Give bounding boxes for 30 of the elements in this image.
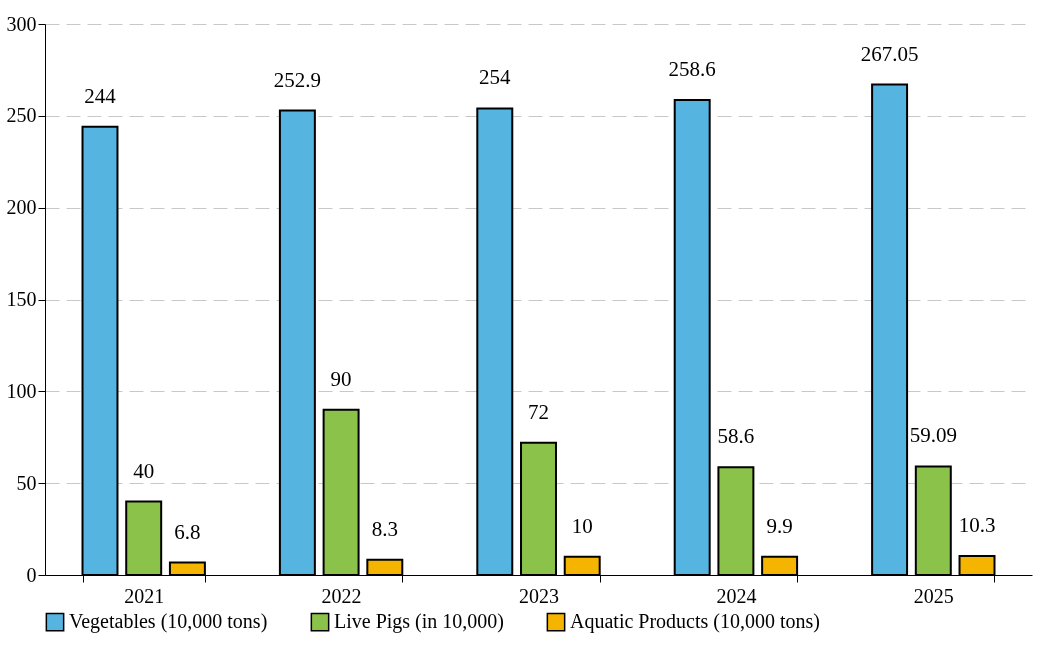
x-tick-label: 2024: [716, 584, 757, 607]
data-label: 6.8: [174, 519, 201, 544]
y-tick-label: 200: [6, 196, 37, 219]
y-tick-label: 300: [6, 12, 37, 35]
x-tick-label: 2021: [124, 584, 165, 607]
data-label: 8.3: [371, 516, 398, 541]
y-tick-label: 50: [16, 471, 37, 494]
data-label: 244: [84, 83, 117, 108]
legend-label: Live Pigs (in 10,000): [334, 610, 504, 634]
data-label: 58.6: [717, 424, 755, 449]
y-tick-label: 100: [6, 379, 37, 402]
y-tick-label: 150: [6, 288, 37, 310]
data-label: 10: [571, 513, 593, 538]
legend-label: Vegetables (10,000 tons): [69, 610, 268, 634]
data-label: 90: [330, 366, 352, 391]
data-label: 252.9: [273, 67, 322, 92]
x-tick-label: 2023: [519, 584, 559, 607]
data-label: 59.09: [909, 423, 957, 448]
data-label: 267.05: [860, 41, 919, 66]
data-label: 254: [479, 65, 512, 90]
y-tick-label: 250: [6, 104, 37, 127]
x-tick-label: 2025: [913, 584, 954, 607]
y-tick-label: 0: [26, 563, 37, 586]
data-label: 258.6: [668, 57, 716, 82]
data-label: 9.9: [766, 513, 793, 538]
x-tick-label: 2022: [321, 584, 362, 607]
legend-label: Aquatic Products (10,000 tons): [570, 610, 820, 634]
data-label: 10.3: [958, 513, 996, 538]
data-label: 40: [133, 458, 155, 483]
data-label: 72: [528, 399, 549, 424]
